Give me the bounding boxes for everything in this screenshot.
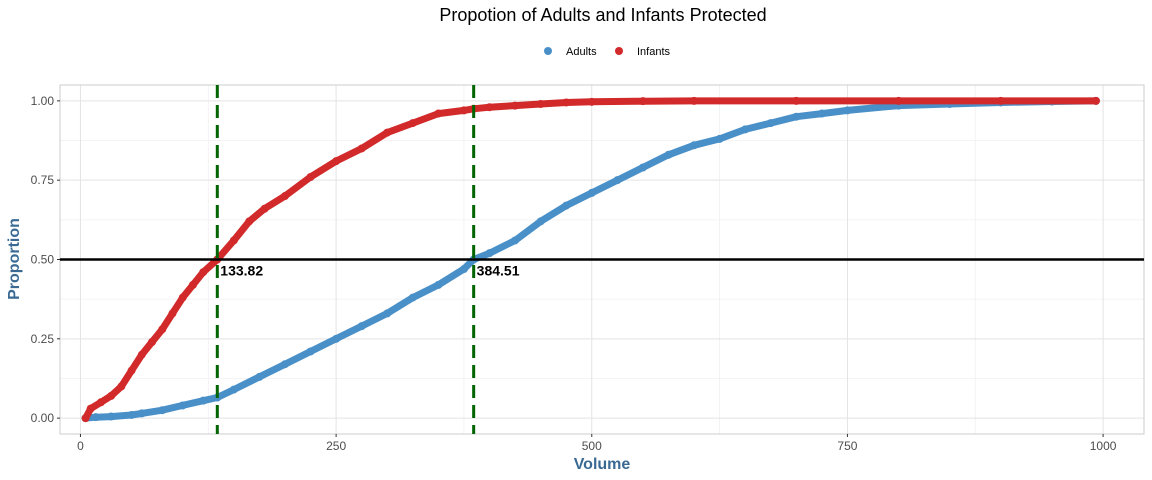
legend: Adults Infants	[544, 46, 671, 58]
data-point-adults	[332, 334, 341, 343]
legend-marker-infants	[615, 47, 623, 55]
data-point-adults	[178, 401, 187, 410]
data-point-infants	[199, 268, 208, 277]
data-point-adults	[792, 112, 801, 121]
legend-marker-adults	[544, 47, 552, 55]
chart-title: Propotion of Adults and Infants Protecte…	[439, 5, 766, 25]
data-point-adults	[255, 372, 264, 381]
crossing-annotation: 384.51	[477, 263, 520, 279]
y-tick-label: 0.25	[31, 332, 55, 346]
data-point-infants	[587, 97, 596, 106]
data-point-infants	[117, 382, 126, 391]
data-point-infants	[357, 144, 366, 153]
data-point-adults	[817, 109, 826, 118]
data-point-adults	[408, 293, 417, 302]
data-point-infants	[536, 100, 545, 109]
data-point-adults	[536, 217, 545, 226]
data-point-infants	[81, 414, 90, 423]
data-point-adults	[690, 141, 699, 150]
data-point-infants	[996, 96, 1005, 105]
data-point-infants	[408, 119, 417, 128]
data-point-adults	[280, 360, 289, 369]
data-point-adults	[434, 280, 443, 289]
y-axis-title: Proportion	[6, 218, 23, 300]
data-point-adults	[91, 413, 100, 422]
series-adults	[81, 96, 1100, 423]
data-point-infants	[1091, 96, 1100, 105]
data-point-infants	[280, 192, 289, 201]
series-line-adults	[82, 97, 1100, 422]
data-point-infants	[638, 97, 647, 106]
data-point-adults	[715, 134, 724, 143]
data-point-infants	[96, 398, 105, 407]
y-axis-ticks: 0.00 0.25 0.50 0.75 1.00	[31, 94, 60, 425]
data-point-adults	[137, 409, 146, 418]
data-point-infants	[188, 280, 197, 289]
data-point-infants	[562, 98, 571, 107]
data-point-infants	[260, 204, 269, 213]
plot-series	[81, 96, 1100, 423]
reference-lines	[60, 85, 1144, 434]
data-point-infants	[148, 337, 157, 346]
data-point-adults	[511, 236, 520, 245]
data-point-adults	[383, 309, 392, 318]
data-point-adults	[158, 406, 167, 415]
data-point-infants	[158, 325, 167, 334]
x-tick-label: 750	[837, 439, 857, 453]
data-point-infants	[792, 96, 801, 105]
data-point-infants	[137, 350, 146, 359]
data-point-adults	[613, 176, 622, 185]
data-point-adults	[357, 322, 366, 331]
x-tick-label: 500	[582, 439, 602, 453]
data-point-infants	[332, 157, 341, 166]
data-point-adults	[638, 163, 647, 172]
data-point-infants	[229, 236, 238, 245]
data-point-adults	[741, 125, 750, 134]
data-point-adults	[843, 106, 852, 115]
data-point-infants	[383, 128, 392, 137]
data-point-infants	[434, 109, 443, 118]
data-point-adults	[199, 396, 208, 405]
data-point-infants	[86, 404, 95, 413]
data-point-infants	[107, 391, 116, 400]
legend-label-adults: Adults	[566, 46, 597, 58]
data-point-infants	[690, 96, 699, 105]
y-tick-label: 0.75	[31, 173, 55, 187]
data-point-adults	[766, 119, 775, 128]
x-tick-label: 1000	[1090, 439, 1117, 453]
y-tick-label: 0.00	[31, 411, 55, 425]
data-point-infants	[306, 173, 315, 182]
data-point-adults	[459, 265, 468, 274]
legend-label-infants: Infants	[637, 46, 671, 58]
data-point-adults	[229, 385, 238, 394]
data-point-adults	[107, 412, 116, 421]
crossing-annotation: 133.82	[220, 263, 263, 279]
y-tick-label: 0.50	[31, 253, 55, 267]
data-point-adults	[562, 201, 571, 210]
data-point-infants	[459, 106, 468, 115]
data-point-infants	[178, 293, 187, 302]
data-point-adults	[664, 150, 673, 159]
y-tick-label: 1.00	[31, 94, 55, 108]
data-point-infants	[168, 309, 177, 318]
data-point-adults	[127, 410, 136, 419]
series-infants	[81, 96, 1100, 423]
x-axis-ticks: 0 250 500 750 1000	[77, 434, 1117, 453]
data-point-adults	[587, 188, 596, 197]
data-point-infants	[245, 217, 254, 226]
data-point-infants	[894, 96, 903, 105]
annotations: 133.82 384.51	[220, 263, 519, 279]
data-point-adults	[306, 347, 315, 356]
data-point-infants	[511, 101, 520, 110]
x-tick-label: 250	[326, 439, 346, 453]
data-point-infants	[485, 103, 494, 112]
data-point-infants	[127, 366, 136, 375]
x-tick-label: 0	[77, 439, 84, 453]
data-point-adults	[485, 249, 494, 258]
x-axis-title: Volume	[574, 456, 631, 473]
